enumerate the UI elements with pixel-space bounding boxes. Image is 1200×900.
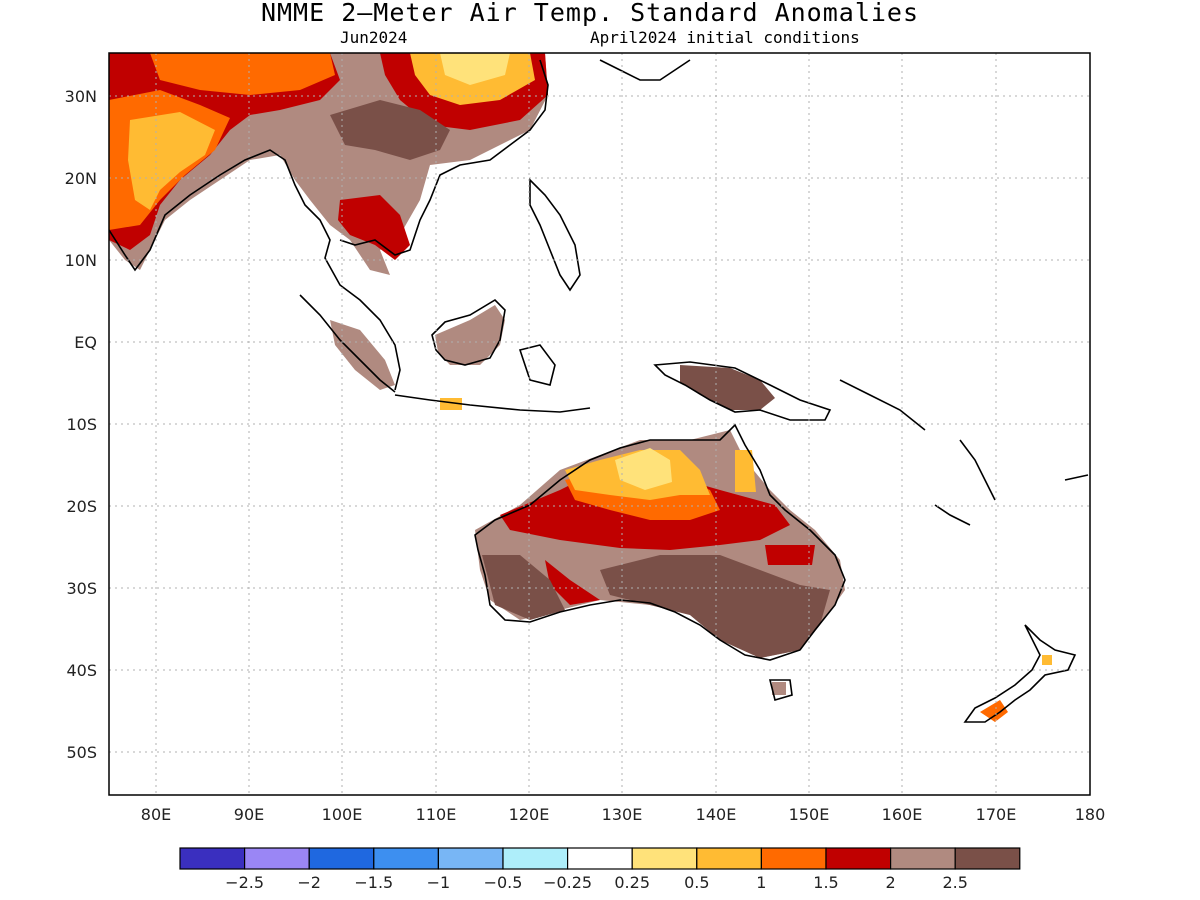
legend-swatch — [954, 847, 1021, 870]
lat-label: 10S — [66, 415, 97, 434]
forecast-month: Jun2024 — [340, 28, 408, 47]
legend-label: −2.5 — [225, 873, 264, 892]
legend-label: 0.25 — [614, 873, 650, 892]
lon-label: 160E — [882, 805, 923, 824]
legend-swatch — [566, 847, 633, 870]
australia-dark-se — [600, 555, 830, 658]
lon-label: 100E — [322, 805, 363, 824]
lon-label: 170E — [976, 805, 1017, 824]
legend-label: −1.5 — [354, 873, 393, 892]
new-zealand-north-warm — [1042, 655, 1052, 665]
map-area — [109, 53, 1090, 795]
legend-label: 2.5 — [942, 873, 967, 892]
lon-label: 140E — [696, 805, 737, 824]
lon-label: 90E — [234, 805, 264, 824]
legend-swatch — [373, 847, 439, 870]
borneo-land — [435, 305, 505, 365]
china-dark — [330, 100, 450, 160]
australia-south-warm — [545, 560, 600, 605]
indochina-hot — [338, 195, 410, 260]
tasmania-land — [772, 682, 786, 695]
legend-swatch — [244, 847, 310, 870]
longitude-labels: 80E 90E 100E 110E 120E 130E 140E 150E 16… — [141, 805, 1106, 824]
legend-label: −0.5 — [484, 873, 523, 892]
map-frame — [108, 52, 1091, 796]
lon-label: 110E — [416, 805, 457, 824]
lat-label: 20S — [66, 497, 97, 516]
java-warm — [440, 398, 462, 410]
initial-conditions: April2024 initial conditions — [590, 28, 860, 47]
graticule — [109, 53, 1090, 795]
legend-swatch — [760, 847, 827, 870]
asia-north-light — [440, 53, 510, 85]
anomaly-field — [109, 53, 1090, 795]
lat-label: 30N — [65, 87, 97, 106]
lon-label: 120E — [509, 805, 550, 824]
cape-york-warm — [735, 450, 756, 492]
asia-warm-05 — [128, 112, 215, 210]
legend-swatch — [502, 847, 569, 870]
legend-label: −2 — [297, 873, 321, 892]
legend-swatch — [308, 847, 375, 870]
lat-label: 50S — [66, 743, 97, 762]
legend-swatch — [437, 847, 504, 870]
lon-label: 80E — [141, 805, 171, 824]
lat-label: EQ — [74, 333, 97, 352]
legend-label: 2 — [886, 873, 896, 892]
new-guinea-land — [680, 365, 775, 410]
lon-label: 180 — [1075, 805, 1106, 824]
tibet-warm — [150, 53, 335, 95]
lon-label: 150E — [789, 805, 830, 824]
australia-east-warm — [765, 545, 815, 565]
legend-swatch — [825, 847, 892, 870]
legend-label: −1 — [427, 873, 451, 892]
lat-label: 10N — [65, 251, 97, 270]
latitude-labels: 30N 20N 10N EQ 10S 20S 30S 40S 50S — [65, 87, 97, 762]
legend-swatch — [179, 847, 246, 870]
map-title: NMME 2—Meter Air Temp. Standard Anomalie… — [260, 0, 920, 27]
lat-label: 30S — [66, 579, 97, 598]
lat-label: 40S — [66, 661, 97, 680]
lon-label: 130E — [602, 805, 643, 824]
color-legend: −2.5 −2 −1.5 −1 −0.5 −0.25 0.25 0.5 1 1.5 2 2.5 — [179, 847, 1021, 892]
new-zealand-warm — [980, 700, 1008, 722]
legend-swatch — [696, 847, 762, 870]
legend-swatch — [631, 847, 698, 870]
australia-warm-05 — [615, 448, 672, 490]
coastlines — [109, 59, 1089, 723]
legend-label: 1 — [756, 873, 766, 892]
legend-label: −0.25 — [543, 873, 592, 892]
lat-label: 20N — [65, 169, 97, 188]
maritime-land — [330, 320, 395, 390]
legend-swatch — [889, 847, 956, 870]
legend-label: 1.5 — [813, 873, 838, 892]
legend-label: 0.5 — [684, 873, 709, 892]
